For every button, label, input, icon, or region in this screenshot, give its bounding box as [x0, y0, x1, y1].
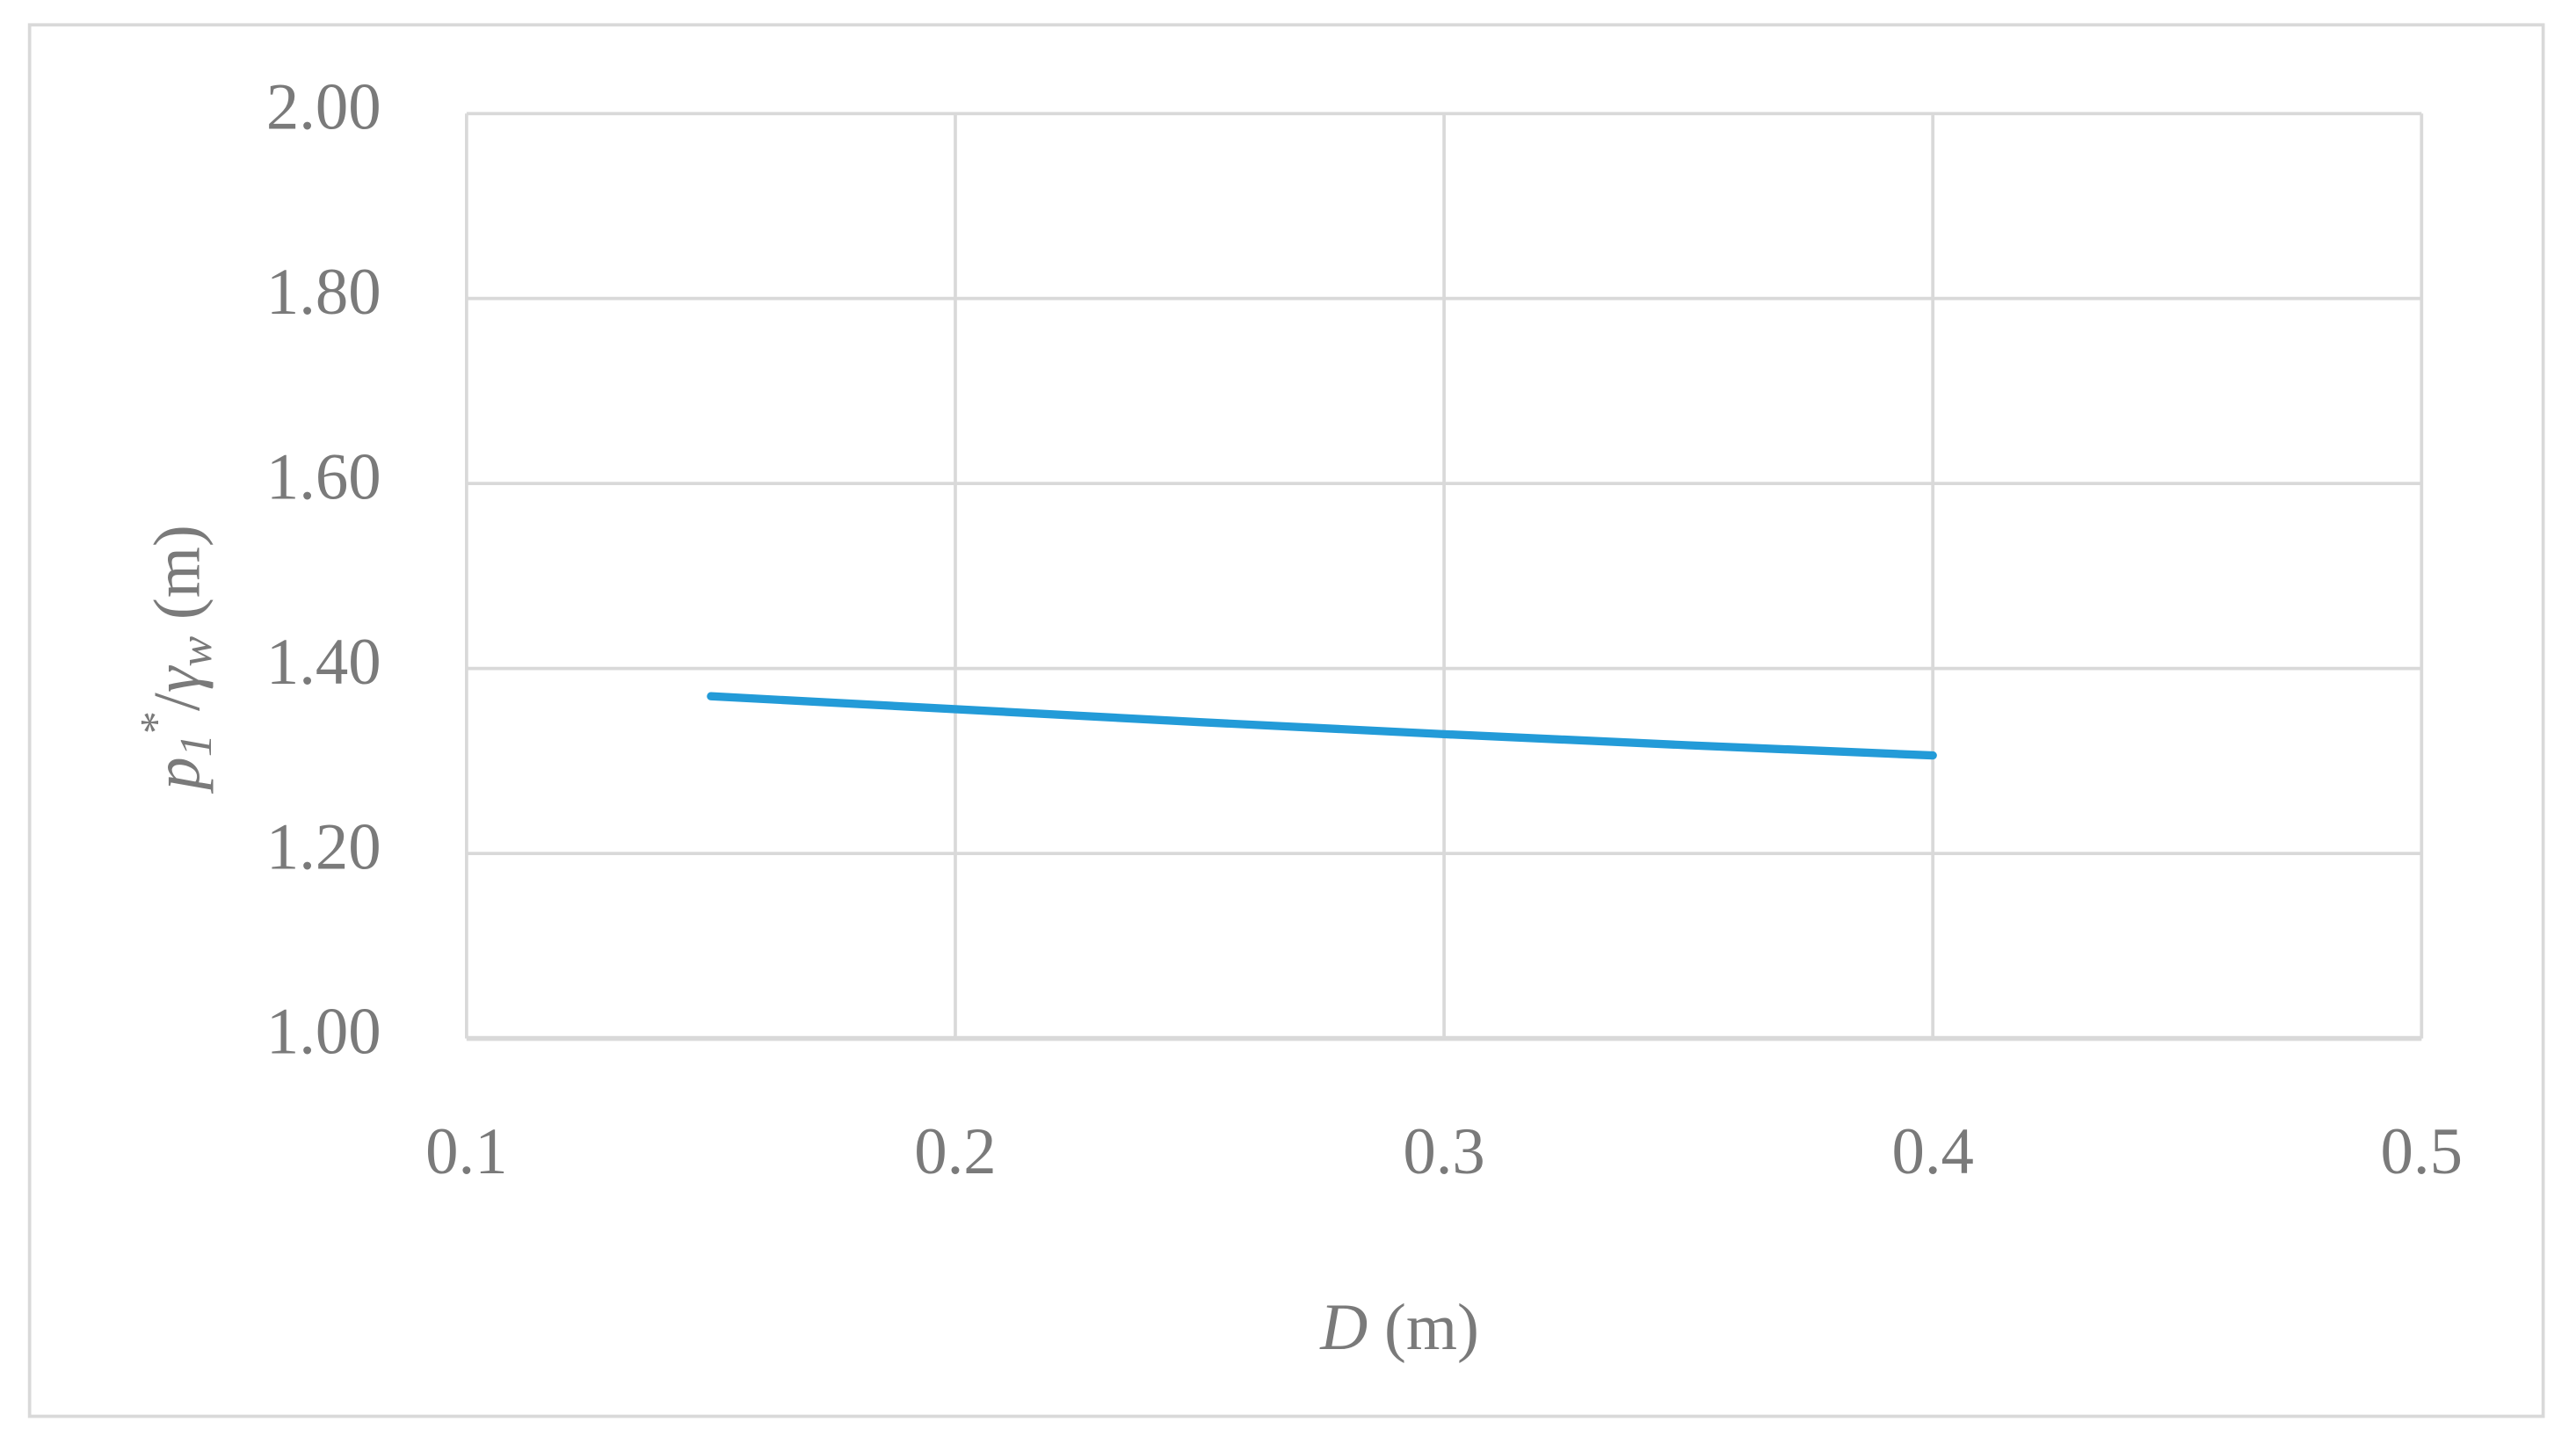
x-axis-label: D (m) — [1319, 1291, 1479, 1364]
x-tick-label: 0.3 — [1403, 1115, 1484, 1188]
chart-frame — [27, 23, 2545, 1418]
y-label-unit: (m) — [141, 525, 214, 636]
y-tick-label: 2.00 — [266, 70, 381, 143]
y-tick-label: 1.40 — [266, 626, 381, 699]
data-line — [707, 692, 1937, 760]
y-tick-label: 1.00 — [266, 996, 381, 1069]
x-tick-label: 0.5 — [2381, 1115, 2463, 1188]
x-tick-label: 0.2 — [914, 1115, 996, 1188]
y-axis-label: p1*/γw (m) — [131, 525, 221, 794]
x-tick-label: 0.4 — [1891, 1115, 1973, 1188]
y-tick-label: 1.80 — [266, 256, 381, 329]
y-label-sup: * — [131, 711, 182, 734]
y-label-p: p — [141, 757, 214, 794]
x-label-var: D — [1319, 1291, 1368, 1364]
y-tick-label: 1.20 — [266, 810, 381, 883]
y-label-w-sub: w — [171, 636, 221, 667]
grid — [465, 112, 2424, 1041]
x-label-unit: (m) — [1368, 1291, 1479, 1364]
x-tick-label: 0.1 — [425, 1115, 507, 1188]
y-label-sub: 1 — [171, 734, 221, 757]
y-tick-label: 1.60 — [266, 440, 381, 513]
y-label-gamma: γ — [141, 664, 214, 693]
y-label-slash: / — [141, 693, 214, 711]
